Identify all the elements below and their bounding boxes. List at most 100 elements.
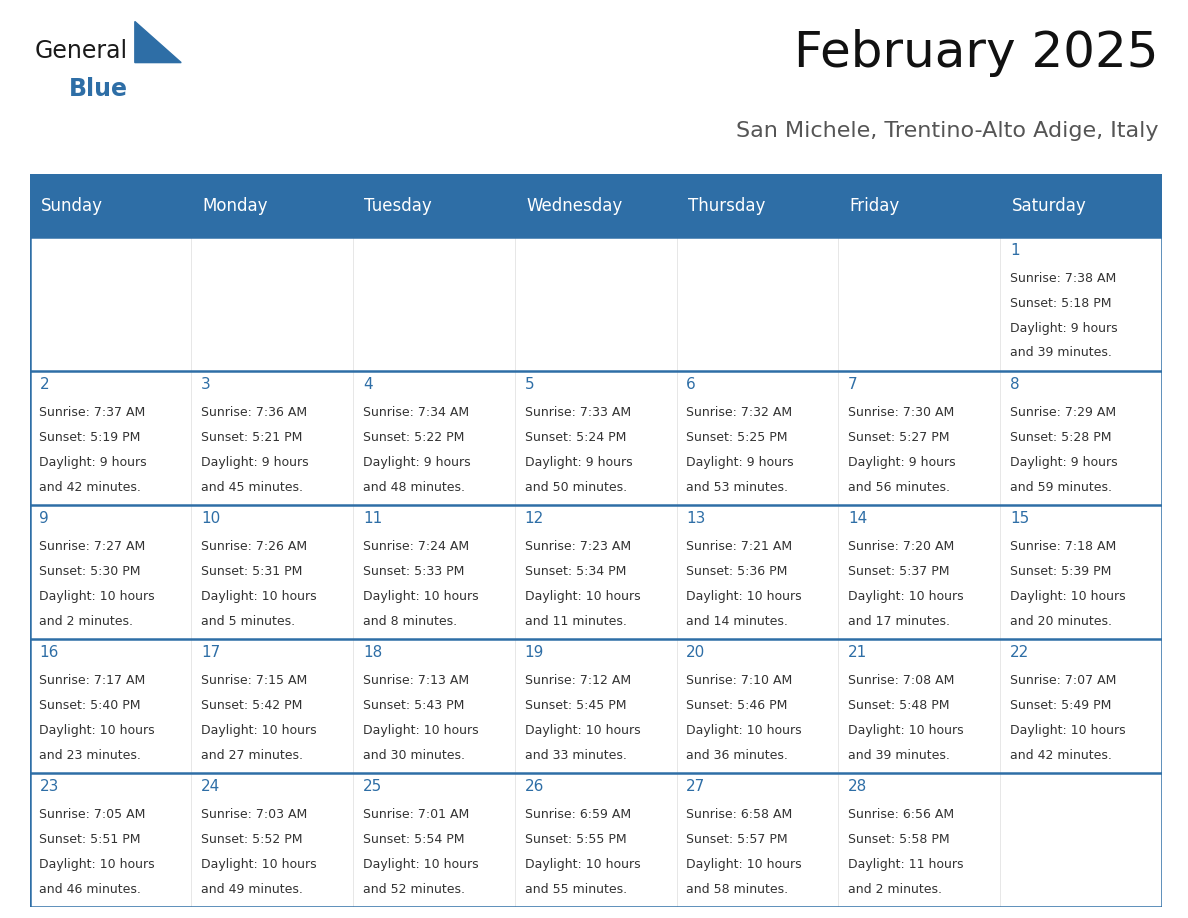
Bar (191, 773, 353, 907)
Text: 11: 11 (362, 510, 383, 526)
Text: Daylight: 10 hours: Daylight: 10 hours (687, 723, 802, 737)
Text: Daylight: 10 hours: Daylight: 10 hours (525, 589, 640, 603)
Bar (30, 371, 191, 505)
Text: Sunrise: 7:21 AM: Sunrise: 7:21 AM (687, 540, 792, 554)
Text: Daylight: 10 hours: Daylight: 10 hours (1010, 589, 1125, 603)
Text: 19: 19 (525, 644, 544, 660)
Text: Sunset: 5:28 PM: Sunset: 5:28 PM (1010, 431, 1111, 444)
Bar (677, 773, 839, 907)
Text: Daylight: 10 hours: Daylight: 10 hours (201, 858, 317, 871)
Bar (839, 371, 1000, 505)
Bar (514, 174, 677, 237)
Text: Sunrise: 7:30 AM: Sunrise: 7:30 AM (848, 406, 954, 420)
Text: and 52 minutes.: and 52 minutes. (362, 883, 465, 896)
Text: and 5 minutes.: and 5 minutes. (201, 614, 296, 628)
Bar (191, 174, 353, 237)
Bar (1000, 371, 1162, 505)
Bar (353, 773, 514, 907)
Text: Sunset: 5:58 PM: Sunset: 5:58 PM (848, 833, 949, 846)
Text: Sunrise: 7:05 AM: Sunrise: 7:05 AM (39, 808, 146, 822)
Text: and 17 minutes.: and 17 minutes. (848, 614, 950, 628)
Bar (30, 773, 191, 907)
Text: Daylight: 10 hours: Daylight: 10 hours (362, 858, 479, 871)
Text: Sunrise: 7:33 AM: Sunrise: 7:33 AM (525, 406, 631, 420)
Text: Sunset: 5:49 PM: Sunset: 5:49 PM (1010, 699, 1111, 712)
Bar (677, 639, 839, 773)
Text: and 58 minutes.: and 58 minutes. (687, 883, 789, 896)
Text: 8: 8 (1010, 376, 1019, 392)
Text: Sunrise: 7:32 AM: Sunrise: 7:32 AM (687, 406, 792, 420)
Text: Sunrise: 7:29 AM: Sunrise: 7:29 AM (1010, 406, 1116, 420)
Bar (839, 505, 1000, 639)
Text: Daylight: 10 hours: Daylight: 10 hours (39, 589, 154, 603)
Bar (30, 505, 191, 639)
Text: Daylight: 10 hours: Daylight: 10 hours (1010, 723, 1125, 737)
Bar (839, 237, 1000, 371)
Bar (514, 505, 677, 639)
Text: Sunset: 5:24 PM: Sunset: 5:24 PM (525, 431, 626, 444)
Bar (1000, 505, 1162, 639)
Text: Sunset: 5:21 PM: Sunset: 5:21 PM (201, 431, 303, 444)
Text: and 48 minutes.: and 48 minutes. (362, 480, 465, 494)
Text: Sunset: 5:51 PM: Sunset: 5:51 PM (39, 833, 141, 846)
Text: Sunset: 5:36 PM: Sunset: 5:36 PM (687, 565, 788, 578)
Text: Daylight: 9 hours: Daylight: 9 hours (362, 455, 470, 469)
Text: Daylight: 10 hours: Daylight: 10 hours (39, 858, 154, 871)
Text: 9: 9 (39, 510, 49, 526)
Bar (30, 639, 191, 773)
Text: Sunrise: 7:36 AM: Sunrise: 7:36 AM (201, 406, 308, 420)
Text: Sunrise: 6:56 AM: Sunrise: 6:56 AM (848, 808, 954, 822)
Text: Daylight: 10 hours: Daylight: 10 hours (362, 723, 479, 737)
Bar (353, 237, 514, 371)
Text: Sunrise: 7:18 AM: Sunrise: 7:18 AM (1010, 540, 1116, 554)
Text: and 36 minutes.: and 36 minutes. (687, 748, 788, 762)
Text: Daylight: 9 hours: Daylight: 9 hours (687, 455, 794, 469)
Text: Sunrise: 7:37 AM: Sunrise: 7:37 AM (39, 406, 146, 420)
Text: and 39 minutes.: and 39 minutes. (848, 748, 950, 762)
Text: Daylight: 9 hours: Daylight: 9 hours (1010, 455, 1118, 469)
Text: Sunset: 5:33 PM: Sunset: 5:33 PM (362, 565, 465, 578)
Text: Sunset: 5:54 PM: Sunset: 5:54 PM (362, 833, 465, 846)
Text: 21: 21 (848, 644, 867, 660)
Text: Daylight: 9 hours: Daylight: 9 hours (525, 455, 632, 469)
Bar (839, 174, 1000, 237)
Text: Sunset: 5:34 PM: Sunset: 5:34 PM (525, 565, 626, 578)
Text: Sunset: 5:37 PM: Sunset: 5:37 PM (848, 565, 949, 578)
Text: Daylight: 9 hours: Daylight: 9 hours (201, 455, 309, 469)
Text: 12: 12 (525, 510, 544, 526)
Text: Friday: Friday (849, 196, 901, 215)
Bar (30, 174, 191, 237)
Text: Sunrise: 7:08 AM: Sunrise: 7:08 AM (848, 674, 954, 688)
Text: 26: 26 (525, 778, 544, 794)
Text: and 30 minutes.: and 30 minutes. (362, 748, 465, 762)
Bar (353, 505, 514, 639)
Text: General: General (36, 39, 128, 62)
Text: Saturday: Saturday (1011, 196, 1086, 215)
Text: Daylight: 10 hours: Daylight: 10 hours (201, 589, 317, 603)
Text: 24: 24 (201, 778, 221, 794)
Text: and 53 minutes.: and 53 minutes. (687, 480, 789, 494)
Bar (514, 371, 677, 505)
Text: Sunday: Sunday (42, 196, 103, 215)
Text: Sunrise: 7:38 AM: Sunrise: 7:38 AM (1010, 272, 1116, 285)
Text: February 2025: February 2025 (794, 28, 1158, 77)
Text: 4: 4 (362, 376, 373, 392)
Text: Sunset: 5:25 PM: Sunset: 5:25 PM (687, 431, 788, 444)
Text: Sunrise: 7:07 AM: Sunrise: 7:07 AM (1010, 674, 1117, 688)
Text: Wednesday: Wednesday (526, 196, 623, 215)
Text: 7: 7 (848, 376, 858, 392)
Bar (191, 639, 353, 773)
Text: and 45 minutes.: and 45 minutes. (201, 480, 303, 494)
Bar (839, 639, 1000, 773)
Text: Daylight: 10 hours: Daylight: 10 hours (39, 723, 154, 737)
Text: Sunrise: 7:27 AM: Sunrise: 7:27 AM (39, 540, 146, 554)
Text: Sunrise: 6:59 AM: Sunrise: 6:59 AM (525, 808, 631, 822)
Text: and 59 minutes.: and 59 minutes. (1010, 480, 1112, 494)
Text: Daylight: 10 hours: Daylight: 10 hours (687, 858, 802, 871)
Text: Sunset: 5:55 PM: Sunset: 5:55 PM (525, 833, 626, 846)
Text: Sunrise: 7:15 AM: Sunrise: 7:15 AM (201, 674, 308, 688)
Text: Sunset: 5:39 PM: Sunset: 5:39 PM (1010, 565, 1111, 578)
Text: Daylight: 10 hours: Daylight: 10 hours (525, 858, 640, 871)
Bar (839, 773, 1000, 907)
Text: and 46 minutes.: and 46 minutes. (39, 883, 141, 896)
